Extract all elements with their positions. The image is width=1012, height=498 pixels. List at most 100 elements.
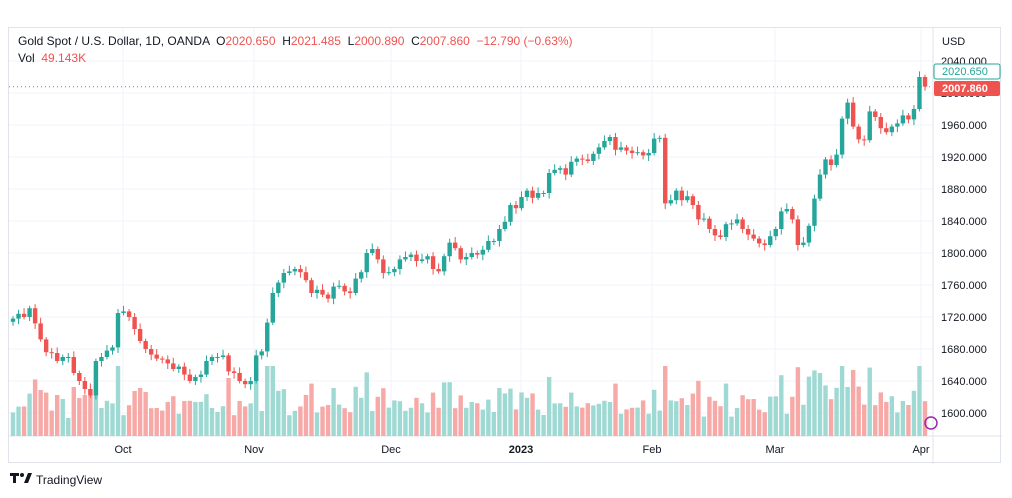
candle-body xyxy=(651,138,657,153)
candle-body xyxy=(292,269,298,272)
candle-body xyxy=(558,168,563,170)
volume-bar xyxy=(88,394,93,436)
volume-bar xyxy=(314,412,320,436)
candle-body xyxy=(862,139,867,141)
candle-body xyxy=(281,273,287,283)
candle-body xyxy=(740,219,745,229)
candle-body xyxy=(607,137,613,141)
volume-bar xyxy=(10,412,16,436)
volume-bar xyxy=(237,401,242,436)
candle-body xyxy=(552,169,557,173)
chart-frame[interactable]: USD 1600.000 1640.000 1680.000 1720.000 1760.… xyxy=(8,27,1002,464)
candle-body xyxy=(629,150,635,153)
candle-body xyxy=(497,229,502,241)
volume-bar xyxy=(712,400,718,436)
volume-bar xyxy=(862,404,867,436)
candle-body xyxy=(88,389,93,396)
volume-bar xyxy=(364,372,369,436)
volume-bar xyxy=(325,405,331,436)
candle-body xyxy=(436,269,441,272)
close-label: C xyxy=(411,34,420,48)
volume-bar xyxy=(850,370,856,436)
volume-bar xyxy=(370,411,375,436)
candle-body xyxy=(458,248,463,260)
candle-body xyxy=(574,158,579,162)
candle-body xyxy=(347,291,353,293)
volume-bar xyxy=(707,396,712,436)
candle-body xyxy=(71,357,76,373)
candle-body xyxy=(408,254,414,257)
volume-bar xyxy=(580,407,585,436)
volume-bar xyxy=(353,386,358,436)
candle-body xyxy=(77,373,82,381)
candle-body xyxy=(187,374,193,381)
volume-bar xyxy=(408,407,414,436)
open-price-box xyxy=(933,63,1001,80)
volume-bar xyxy=(209,408,215,436)
volume-bar xyxy=(740,395,745,436)
candle-body xyxy=(99,357,104,361)
footer[interactable]: TradingView xyxy=(10,472,102,487)
volume-bar xyxy=(270,366,275,436)
candle-body xyxy=(563,168,568,175)
candle-body xyxy=(922,77,928,87)
candle-body xyxy=(215,357,220,358)
volume-bar xyxy=(640,400,646,436)
candle-body xyxy=(768,236,773,245)
candle-body xyxy=(513,205,519,209)
candle-body xyxy=(679,190,684,201)
candle-body xyxy=(148,349,154,355)
candle-body xyxy=(441,256,447,272)
candle-body xyxy=(320,289,325,295)
price-tick-label: 1800.000 xyxy=(941,248,987,260)
price-tick-label: 1840.000 xyxy=(941,216,987,228)
price-tick-label: 1760.000 xyxy=(941,280,987,292)
volume-bar xyxy=(132,391,137,436)
volume-bar xyxy=(685,405,690,436)
candle-body xyxy=(430,256,436,269)
volume-bar xyxy=(817,373,823,436)
volume-bar xyxy=(756,409,762,436)
volume-bar xyxy=(508,388,513,436)
volume-bar xyxy=(347,412,353,436)
volume-bar xyxy=(27,393,32,436)
volume-bar xyxy=(823,385,828,436)
price-chart[interactable]: USD 1600.000 1640.000 1680.000 1720.000 1760.… xyxy=(9,28,1002,464)
volume-bar xyxy=(359,397,364,436)
brand-name[interactable]: TradingView xyxy=(36,472,103,487)
candle-body xyxy=(209,357,215,361)
volume-bar xyxy=(419,403,425,436)
volume-bar xyxy=(71,387,76,436)
volume-bar xyxy=(375,396,380,436)
candle-body xyxy=(613,137,618,150)
candle-body xyxy=(132,317,137,329)
volume-bar xyxy=(397,401,403,436)
volume-bar xyxy=(82,395,88,436)
volume-bar xyxy=(839,366,845,436)
volume-bar xyxy=(137,388,143,436)
candle-body xyxy=(591,153,596,161)
candle-body xyxy=(524,190,530,197)
candle-body xyxy=(10,318,16,322)
price-tick-label: 1640.000 xyxy=(941,376,987,388)
candle-body xyxy=(121,311,126,313)
candle-body xyxy=(779,211,784,229)
candle-body xyxy=(900,115,906,124)
volume-bar xyxy=(303,395,309,436)
volume-bar xyxy=(591,405,596,436)
candle-body xyxy=(43,339,49,353)
volume-bar xyxy=(469,402,474,436)
candle-body xyxy=(856,126,861,140)
candle-body xyxy=(762,243,767,245)
candle-body xyxy=(596,147,602,154)
candle-body xyxy=(143,341,148,349)
volume-bar xyxy=(541,415,546,436)
volume-bar xyxy=(242,406,248,436)
volume-bar xyxy=(336,404,342,436)
volume-bar xyxy=(104,400,110,436)
volume-bar xyxy=(187,400,193,436)
candle-body xyxy=(806,225,812,243)
volume-bar xyxy=(381,388,386,436)
candle-body xyxy=(165,359,170,364)
symbol-legend: Gold Spot / U.S. Dollar, 1D, OANDA O2020… xyxy=(18,34,573,48)
